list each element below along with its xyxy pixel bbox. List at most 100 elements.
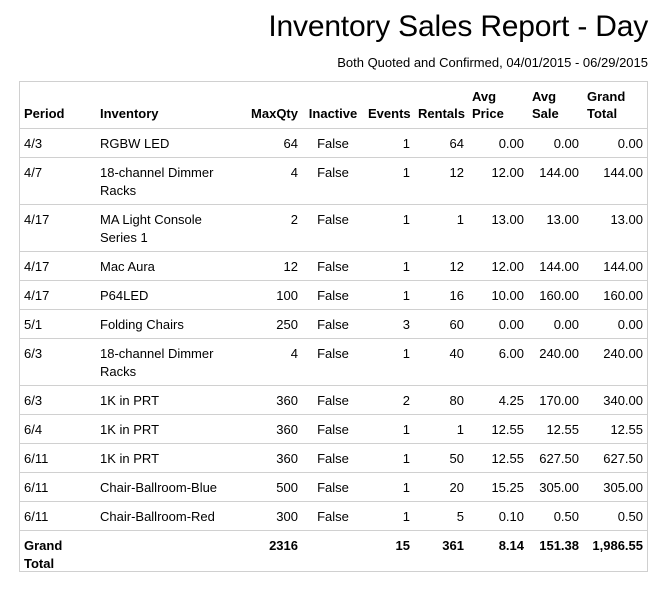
col-header-inactive: Inactive — [302, 82, 364, 129]
cell-maxqty: 360 — [244, 414, 302, 444]
col-header-period: Period — [20, 82, 96, 129]
table-row: 4/3 RGBW LED 64 False 1 64 0.00 0.00 0.0… — [20, 128, 647, 158]
cell-grand-total: 0.00 — [583, 128, 647, 158]
table-row: 6/11 Chair-Ballroom-Red 300 False 1 5 0.… — [20, 501, 647, 531]
cell-inventory: MA Light Console Series 1 — [96, 204, 244, 252]
cell-avg-sale: 13.00 — [528, 204, 583, 252]
cell-avg-sale: 0.50 — [528, 501, 583, 531]
cell-period: 6/3 — [20, 385, 96, 415]
cell-grand-total: 340.00 — [583, 385, 647, 415]
report-title: Inventory Sales Report - Day — [268, 10, 648, 43]
cell-rentals: 80 — [414, 385, 468, 415]
total-avg-sale: 151.38 — [539, 537, 579, 553]
cell-events: 1 — [364, 157, 414, 205]
table-row: 4/17 P64LED 100 False 1 16 10.00 160.00 … — [20, 280, 647, 310]
cell-avg-price: 12.00 — [468, 157, 528, 205]
cell-inactive: False — [302, 472, 364, 502]
cell-period: 6/11 — [20, 501, 96, 531]
cell-inventory: 18-channel Dimmer Racks — [96, 338, 244, 386]
cell-period: 6/11 — [20, 443, 96, 473]
cell-period: 6/4 — [20, 414, 96, 444]
cell-avg-price: 0.10 — [468, 501, 528, 531]
cell-events: 2 — [364, 385, 414, 415]
cell-inactive: False — [302, 443, 364, 473]
cell-inventory: Folding Chairs — [96, 309, 244, 339]
cell-rentals: 5 — [414, 501, 468, 531]
col-header-rentals: Rentals — [414, 82, 468, 129]
col-header-inventory: Inventory — [96, 82, 244, 129]
report-table-frame: Period Inventory MaxQty Inactive Events … — [19, 81, 648, 572]
cell-avg-price: 12.55 — [468, 414, 528, 444]
col-header-avg-price: Avg Price — [468, 82, 528, 129]
cell-inactive: False — [302, 385, 364, 415]
grand-total-label: Grand Total — [24, 537, 63, 571]
cell-maxqty: 4 — [244, 338, 302, 386]
cell-events: 3 — [364, 309, 414, 339]
cell-inventory: 1K in PRT — [96, 414, 244, 444]
col-header-avg-sale: Avg Sale — [528, 82, 583, 129]
cell-inventory: RGBW LED — [96, 128, 244, 158]
grand-total-row: Grand Total 2316 15 361 8.14 151.38 1,986… — [20, 530, 647, 574]
cell-rentals: 64 — [414, 128, 468, 158]
cell-inactive: False — [302, 338, 364, 386]
cell-grand-total: 240.00 — [583, 338, 647, 386]
cell-rentals: 1 — [414, 414, 468, 444]
cell-avg-sale: 0.00 — [528, 128, 583, 158]
cell-inactive: False — [302, 204, 364, 252]
table-row: 6/4 1K in PRT 360 False 1 1 12.55 12.55 … — [20, 414, 647, 444]
cell-avg-price: 6.00 — [468, 338, 528, 386]
table-row: 6/3 18-channel Dimmer Racks 4 False 1 40… — [20, 338, 647, 386]
cell-rentals: 20 — [414, 472, 468, 502]
cell-avg-sale: 144.00 — [528, 251, 583, 281]
cell-avg-price: 10.00 — [468, 280, 528, 310]
cell-maxqty: 4 — [244, 157, 302, 205]
total-grand-total: 1,986.55 — [592, 537, 643, 553]
table-row: 4/17 Mac Aura 12 False 1 12 12.00 144.00… — [20, 251, 647, 281]
cell-period: 4/17 — [20, 280, 96, 310]
cell-inventory: Mac Aura — [96, 251, 244, 281]
cell-rentals: 12 — [414, 251, 468, 281]
cell-period: 5/1 — [20, 309, 96, 339]
cell-events: 1 — [364, 204, 414, 252]
cell-grand-total: 160.00 — [583, 280, 647, 310]
cell-grand-total: 144.00 — [583, 251, 647, 281]
cell-inventory: Chair-Ballroom-Blue — [96, 472, 244, 502]
cell-grand-total: 13.00 — [583, 204, 647, 252]
inventory-sales-table: Period Inventory MaxQty Inactive Events … — [20, 82, 647, 574]
cell-rentals: 60 — [414, 309, 468, 339]
cell-inventory: 1K in PRT — [96, 385, 244, 415]
cell-inventory: Chair-Ballroom-Red — [96, 501, 244, 531]
cell-grand-total: 0.00 — [583, 309, 647, 339]
cell-avg-price: 12.00 — [468, 251, 528, 281]
cell-rentals: 40 — [414, 338, 468, 386]
total-maxqty: 2316 — [269, 537, 298, 553]
total-avg-price: 8.14 — [498, 537, 524, 553]
cell-grand-total: 144.00 — [583, 157, 647, 205]
cell-empty — [96, 530, 244, 574]
cell-inventory: 18-channel Dimmer Racks — [96, 157, 244, 205]
cell-avg-sale: 160.00 — [528, 280, 583, 310]
cell-rentals: 16 — [414, 280, 468, 310]
table-row: 6/3 1K in PRT 360 False 2 80 4.25 170.00… — [20, 385, 647, 415]
cell-inactive: False — [302, 251, 364, 281]
cell-events: 1 — [364, 414, 414, 444]
cell-avg-sale: 144.00 — [528, 157, 583, 205]
cell-period: 4/17 — [20, 204, 96, 252]
cell-grand-total: 12.55 — [583, 414, 647, 444]
cell-inactive: False — [302, 309, 364, 339]
cell-avg-price: 15.25 — [468, 472, 528, 502]
total-rentals: 361 — [442, 537, 464, 553]
cell-avg-price: 12.55 — [468, 443, 528, 473]
cell-maxqty: 2 — [244, 204, 302, 252]
cell-period: 4/7 — [20, 157, 96, 205]
cell-empty — [302, 530, 364, 574]
cell-rentals: 12 — [414, 157, 468, 205]
cell-rentals: 1 — [414, 204, 468, 252]
cell-events: 1 — [364, 338, 414, 386]
table-row: 6/11 1K in PRT 360 False 1 50 12.55 627.… — [20, 443, 647, 473]
cell-inventory: 1K in PRT — [96, 443, 244, 473]
cell-avg-sale: 0.00 — [528, 309, 583, 339]
cell-inactive: False — [302, 501, 364, 531]
cell-avg-sale: 627.50 — [528, 443, 583, 473]
cell-rentals: 50 — [414, 443, 468, 473]
